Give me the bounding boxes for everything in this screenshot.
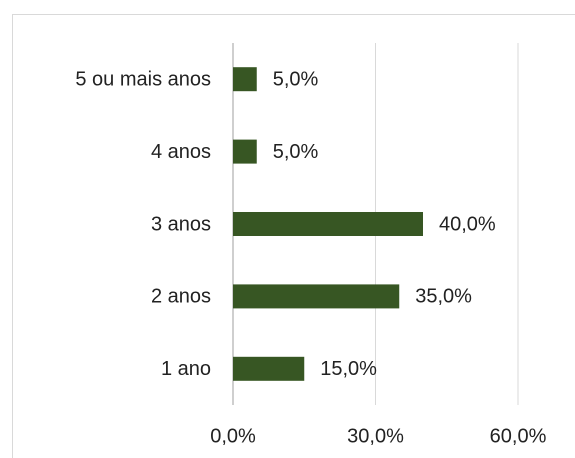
y-tick-label: 2 anos	[151, 286, 211, 308]
data-label: 5,0%	[273, 68, 319, 90]
y-tick-label: 4 anos	[151, 141, 211, 163]
bar	[233, 356, 305, 381]
bar	[233, 139, 257, 164]
bar	[233, 284, 400, 309]
y-tick-label: 5 ou mais anos	[75, 68, 211, 90]
y-tick-label: 1 ano	[161, 358, 211, 380]
data-label: 40,0%	[439, 213, 496, 235]
x-tick-label: 60,0%	[490, 425, 547, 447]
data-label: 5,0%	[273, 141, 319, 163]
y-tick-label: 3 anos	[151, 213, 211, 235]
bar	[233, 212, 423, 236]
bar	[233, 67, 257, 92]
data-label: 15,0%	[320, 358, 377, 380]
chart-frame	[12, 14, 575, 458]
x-tick-label: 0,0%	[210, 425, 256, 447]
data-label: 35,0%	[415, 286, 472, 308]
x-tick-label: 30,0%	[347, 425, 404, 447]
